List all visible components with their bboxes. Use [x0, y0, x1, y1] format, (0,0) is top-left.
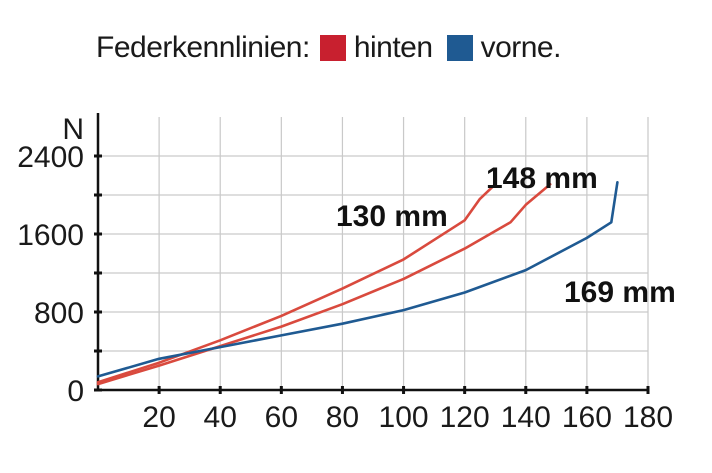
annotation-169-mm: 169 mm	[564, 276, 676, 309]
x-tick-label: 120	[440, 401, 490, 434]
y-tick-label: 0	[67, 375, 84, 408]
annotation-130-mm: 130 mm	[336, 200, 448, 233]
y-tick-label: 2400	[17, 141, 84, 174]
x-tick-label: 140	[501, 401, 551, 434]
x-tick-label: 100	[379, 401, 429, 434]
legend-label-hinten: hinten	[353, 31, 433, 64]
x-tick-label: 60	[265, 401, 298, 434]
x-tick-label: 180	[623, 401, 673, 434]
x-tick-label: 80	[326, 401, 359, 434]
series-line-169-mm	[96, 181, 619, 378]
legend-swatch-vorne	[446, 35, 473, 61]
y-tick-label: 1600	[17, 219, 84, 252]
y-tick-label: 800	[34, 297, 84, 330]
x-tick-label: 20	[142, 401, 175, 434]
x-tick-label: 40	[204, 401, 237, 434]
chart-legend: Federkennlinien: hinten vorne.	[96, 30, 565, 66]
legend-title: Federkennlinien:	[96, 31, 310, 64]
y-axis-label: N	[62, 113, 84, 146]
annotation-148-mm: 148 mm	[486, 162, 598, 195]
grid	[98, 117, 649, 390]
series-line-148-mm	[96, 183, 552, 386]
legend-label-vorne: vorne.	[480, 31, 562, 64]
x-tick-label: 160	[562, 401, 612, 434]
legend-swatch-hinten	[319, 35, 346, 61]
